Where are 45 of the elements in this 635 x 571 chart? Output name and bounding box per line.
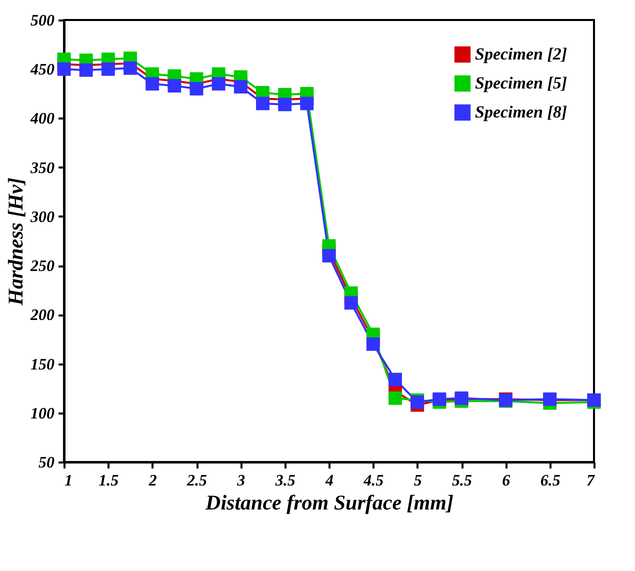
point <box>366 337 380 351</box>
x-axis-title: Distance from Surface [mm] <box>204 490 454 514</box>
point <box>124 61 137 75</box>
x-tick-label: 6 <box>502 472 510 490</box>
x-tick-label: 5 <box>414 472 422 490</box>
point <box>278 98 292 112</box>
x-tick-label: 4 <box>324 472 334 490</box>
y-tick-label: 200 <box>30 307 54 324</box>
legend-label: Specimen [8] <box>475 102 568 122</box>
y-tick-label: 400 <box>30 110 54 128</box>
point <box>79 63 93 77</box>
point <box>101 62 115 76</box>
x-tick-label: 1 <box>64 472 72 490</box>
point <box>344 296 358 310</box>
y-tick-label: 300 <box>30 208 54 226</box>
y-tick-label: 150 <box>30 356 54 374</box>
y-tick-label: 350 <box>30 160 54 177</box>
legend-label: Specimen [2] <box>475 44 568 64</box>
point <box>256 96 270 110</box>
y-tick-label: 450 <box>30 62 54 79</box>
point <box>212 77 226 91</box>
x-tick-label: 4.5 <box>362 472 384 490</box>
point <box>168 79 182 93</box>
point <box>300 96 314 110</box>
x-tick-label: 6.5 <box>540 472 560 490</box>
y-tick-label: 250 <box>30 258 54 276</box>
x-tick-label: 3.5 <box>274 472 296 490</box>
y-tick-label: 50 <box>38 454 54 472</box>
x-tick-label: 5.5 <box>452 472 472 490</box>
x-tick-label: 1.5 <box>98 472 119 490</box>
point <box>388 391 402 405</box>
point <box>234 80 248 94</box>
x-tick-label: 3 <box>236 472 246 490</box>
x-tick-label: 2.5 <box>186 472 207 490</box>
y-tick-label: 100 <box>30 405 54 422</box>
y-tick-label: 500 <box>30 12 54 30</box>
x-tick-label: 2 <box>148 472 157 490</box>
point <box>388 372 402 386</box>
legend-label: Specimen [5] <box>475 74 568 92</box>
point <box>190 82 204 96</box>
y-axis-title: Hardness [Hv] <box>4 178 28 306</box>
point <box>322 249 336 262</box>
point <box>146 77 160 91</box>
x-tick-label: 7 <box>586 472 596 490</box>
point <box>57 62 71 76</box>
